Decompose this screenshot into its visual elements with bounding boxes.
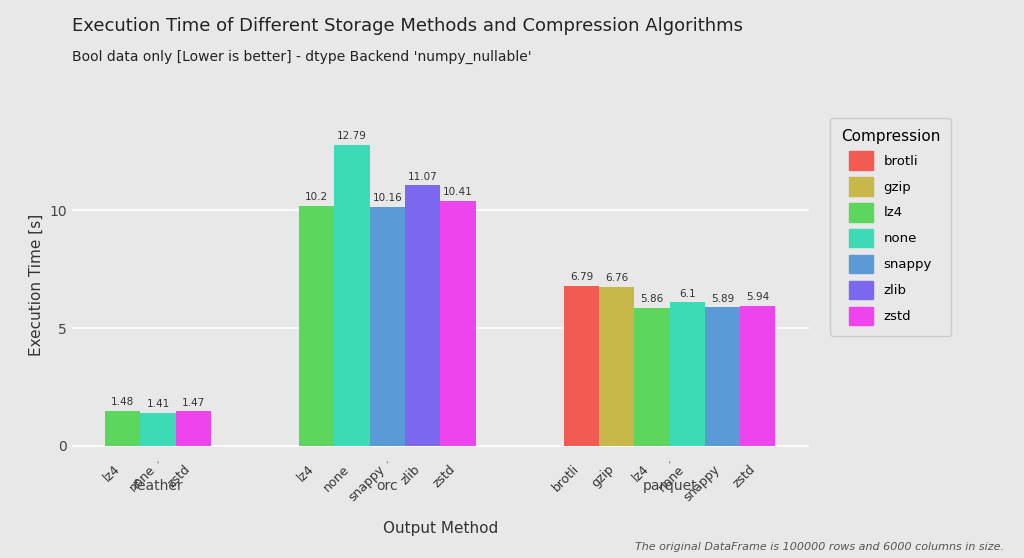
Text: 6.1: 6.1 [679, 288, 695, 299]
Bar [564, 286, 599, 446]
Bar [670, 302, 705, 446]
Bar [634, 308, 670, 446]
Bar [140, 412, 176, 446]
Text: 10.41: 10.41 [443, 187, 473, 198]
Text: Output Method: Output Method [383, 521, 498, 536]
Text: 6.76: 6.76 [605, 273, 629, 283]
Text: Execution Time of Different Storage Methods and Compression Algorithms: Execution Time of Different Storage Meth… [72, 17, 742, 35]
Bar [740, 306, 775, 446]
Text: 10.16: 10.16 [373, 193, 402, 203]
Text: feather: feather [133, 479, 183, 493]
Text: 5.89: 5.89 [711, 294, 734, 304]
Text: 12.79: 12.79 [337, 131, 367, 141]
Bar [176, 411, 211, 446]
Text: The original DataFrame is 100000 rows and 6000 columns in size.: The original DataFrame is 100000 rows an… [635, 542, 1004, 552]
Text: 11.07: 11.07 [408, 172, 437, 182]
Text: parquet: parquet [642, 479, 697, 493]
Bar [105, 411, 140, 446]
Bar [370, 206, 406, 446]
Bar [440, 201, 475, 446]
Text: 6.79: 6.79 [569, 272, 593, 282]
Text: 1.48: 1.48 [112, 397, 134, 407]
Bar [705, 307, 740, 446]
Text: 1.47: 1.47 [181, 398, 205, 408]
Text: 5.86: 5.86 [640, 295, 664, 304]
Y-axis label: Execution Time [s]: Execution Time [s] [29, 214, 44, 355]
Text: 1.41: 1.41 [146, 399, 170, 409]
Text: Bool data only [Lower is better] - dtype Backend 'numpy_nullable': Bool data only [Lower is better] - dtype… [72, 50, 531, 64]
Text: 5.94: 5.94 [746, 292, 769, 302]
Bar [599, 287, 634, 446]
Bar [299, 206, 335, 446]
Bar [406, 185, 440, 446]
Bar [335, 145, 370, 446]
Text: 10.2: 10.2 [305, 192, 329, 202]
Legend: brotli, gzip, lz4, none, snappy, zlib, zstd: brotli, gzip, lz4, none, snappy, zlib, z… [830, 118, 951, 336]
Text: orc: orc [377, 479, 398, 493]
